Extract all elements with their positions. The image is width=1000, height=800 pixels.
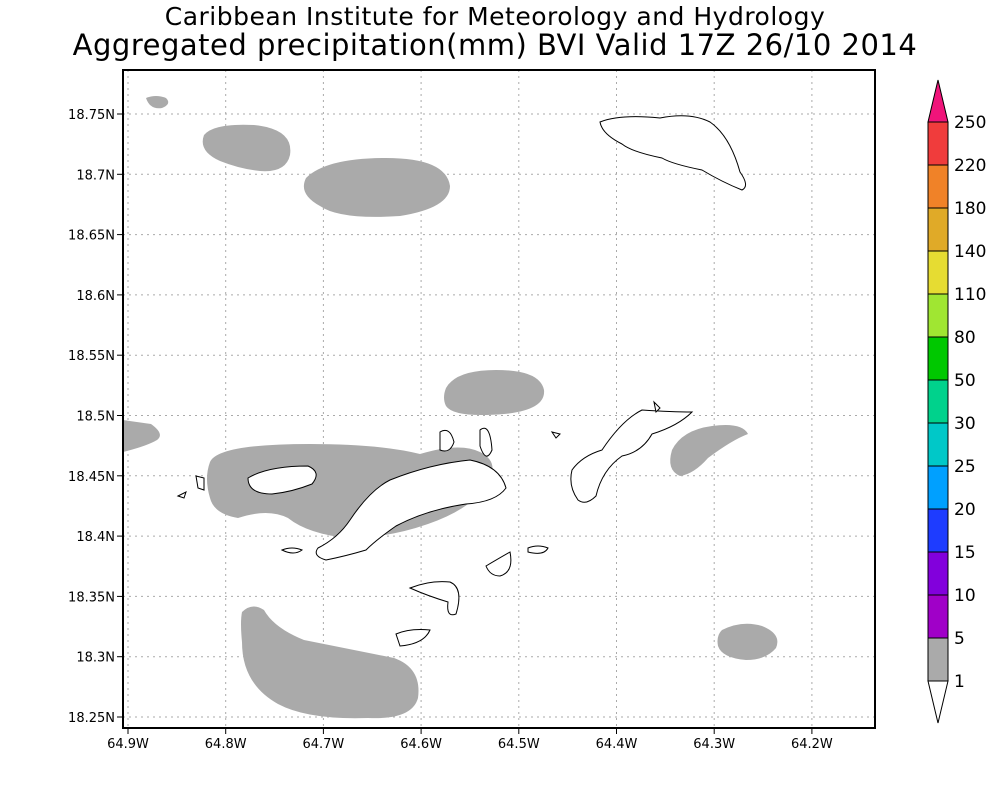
y-tick-label: 18.55N <box>68 349 115 364</box>
island-jost-van-dyke <box>247 465 317 495</box>
colorbar-label: 110 <box>954 285 986 305</box>
colorbar-band <box>927 422 949 467</box>
colorbar-band <box>927 207 949 252</box>
x-tick-label: 64.4W <box>596 737 638 752</box>
colorbar-band <box>927 293 949 338</box>
y-tick-label: 18.65N <box>68 229 115 244</box>
precipitation-areas <box>123 96 778 719</box>
colorbar-label: 50 <box>954 371 976 391</box>
colorbar-label: 80 <box>954 328 976 348</box>
y-tick-label: 18.3N <box>76 651 115 666</box>
island-anegada <box>599 115 746 191</box>
precip-area <box>123 420 160 452</box>
colorbar-band <box>927 336 949 381</box>
island-cooper <box>485 551 512 577</box>
precip-area <box>241 606 419 719</box>
islands <box>176 115 746 647</box>
y-tick-label: 18.4N <box>76 530 115 545</box>
colorbar-band <box>927 551 949 596</box>
colorbar-label: 20 <box>954 500 976 520</box>
x-tick-label: 64.7W <box>302 737 344 752</box>
chart-subtitle: Aggregated precipitation(mm) BVI Valid 1… <box>72 28 918 62</box>
colorbar-band <box>927 508 949 553</box>
colorbar-label: 250 <box>954 113 986 133</box>
colorbar-bottom-arrow <box>927 680 949 724</box>
island-peter <box>408 581 460 616</box>
y-tick-label: 18.7N <box>76 168 115 183</box>
island-small <box>280 547 304 554</box>
island-small <box>653 400 661 414</box>
island-beef <box>479 427 493 457</box>
colorbar-label: 180 <box>954 199 986 219</box>
precip-area <box>444 370 545 415</box>
precip-area <box>202 124 291 172</box>
x-tick-label: 64.5W <box>498 737 540 752</box>
colorbar-band <box>927 637 949 682</box>
x-tick-label: 64.8W <box>205 737 247 752</box>
colorbar-band <box>927 379 949 424</box>
colorbar-label: 25 <box>954 457 976 477</box>
colorbar-label: 5 <box>954 629 965 649</box>
y-tick-label: 18.75N <box>68 108 115 123</box>
colorbar-band <box>927 594 949 639</box>
colorbar-label: 10 <box>954 586 976 606</box>
colorbar-top-arrow <box>927 79 949 123</box>
precip-area <box>670 425 748 476</box>
island-guana <box>439 429 455 452</box>
island-small <box>195 475 205 491</box>
precip-area <box>146 96 169 109</box>
colorbar-label: 30 <box>954 414 976 434</box>
precip-area <box>303 158 450 217</box>
island-small <box>550 431 561 439</box>
colorbar-label: 1 <box>954 672 965 692</box>
colorbar-label: 220 <box>954 156 986 176</box>
colorbar-band <box>927 250 949 295</box>
island-virgin-gorda <box>570 409 694 503</box>
precip-area <box>717 623 778 660</box>
y-tick-label: 18.5N <box>76 410 115 425</box>
x-tick-label: 64.3W <box>693 737 735 752</box>
colorbar-band <box>927 121 949 166</box>
axis-ticks: 64.9W 64.8W 64.7W 64.6W 64.5W 64.4W 64.3W 64.2W… <box>68 108 833 752</box>
y-tick-label: 18.6N <box>76 289 115 304</box>
colorbar-label: 140 <box>954 242 986 262</box>
island-tortola <box>315 459 507 561</box>
x-tick-label: 64.6W <box>400 737 442 752</box>
x-tick-label: 64.2W <box>791 737 833 752</box>
island-ginger <box>527 545 549 554</box>
colorbar-band <box>927 164 949 209</box>
island-norman <box>395 629 431 647</box>
y-tick-label: 18.25N <box>68 711 115 726</box>
plot-frame <box>122 69 876 729</box>
island-small <box>176 491 187 499</box>
colorbar-band <box>927 465 949 510</box>
colorbar: 250 220 180 140 110 80 50 30 25 20 15 10 5 1 <box>927 79 986 724</box>
colorbar-label: 15 <box>954 543 976 563</box>
x-tick-label: 64.9W <box>107 737 149 752</box>
y-tick-label: 18.45N <box>68 470 115 485</box>
chart-title: Caribbean Institute for Meteorology and … <box>164 2 826 31</box>
y-tick-label: 18.35N <box>68 590 115 605</box>
